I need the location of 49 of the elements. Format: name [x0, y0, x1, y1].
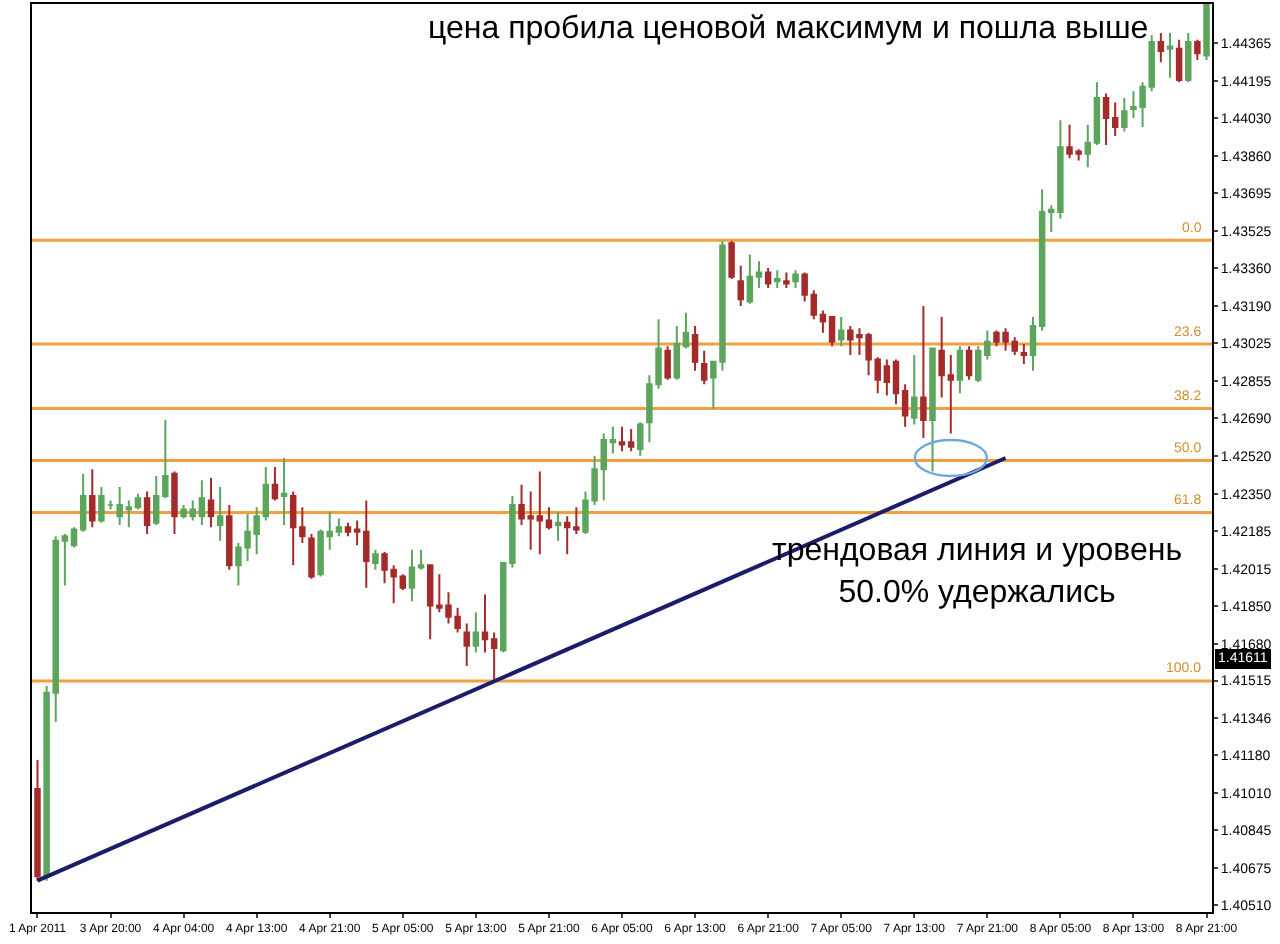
candlestick: [1194, 38, 1201, 61]
candlestick: [89, 468, 96, 529]
candlestick: [1020, 342, 1028, 366]
candlestick: [956, 345, 964, 395]
candlestick: [34, 758, 41, 882]
candlestick: [1102, 92, 1110, 146]
candlestick: [216, 486, 224, 542]
candlestick: [1121, 96, 1128, 133]
candlestick: [408, 548, 416, 603]
candlestick: [1175, 38, 1183, 84]
candlestick: [554, 510, 562, 542]
candlestick: [463, 622, 470, 667]
candlestick: [98, 486, 105, 524]
annotation: цена пробила ценовой максимум и пошла выше: [428, 12, 1149, 46]
candlestick: [271, 465, 279, 502]
candlestick: [171, 470, 178, 536]
candlestick: [207, 477, 215, 529]
candlestick: [700, 349, 708, 386]
candlestick: [774, 269, 781, 290]
candlestick: [783, 271, 790, 290]
candlestick: [1203, 4, 1210, 61]
candlestick: [1157, 32, 1165, 64]
candlestick: [920, 304, 927, 439]
candlestick: [280, 457, 288, 527]
candlestick: [198, 479, 206, 527]
candlestick: [764, 266, 772, 290]
candlestick: [911, 354, 918, 426]
candlestick: [1185, 32, 1192, 84]
candlestick: [837, 316, 845, 348]
candlestick: [226, 503, 233, 571]
candlestick: [627, 427, 635, 453]
candlestick: [828, 316, 836, 348]
candlestick: [965, 345, 973, 381]
candlestick: [472, 611, 480, 654]
candlestick: [664, 345, 671, 381]
candlestick: [929, 347, 936, 473]
candlestick: [308, 533, 315, 580]
candlestick: [344, 521, 352, 538]
candlestick: [746, 253, 754, 305]
candlestick: [1111, 101, 1119, 137]
candlestick: [1166, 32, 1174, 79]
candlestick: [691, 325, 699, 372]
candlestick: [728, 240, 735, 281]
candlestick: [637, 421, 644, 457]
candlestick: [372, 548, 379, 571]
candlestick: [737, 264, 744, 307]
candlestick: [618, 425, 626, 453]
candlestick: [143, 490, 151, 536]
candlestick: [792, 269, 799, 290]
